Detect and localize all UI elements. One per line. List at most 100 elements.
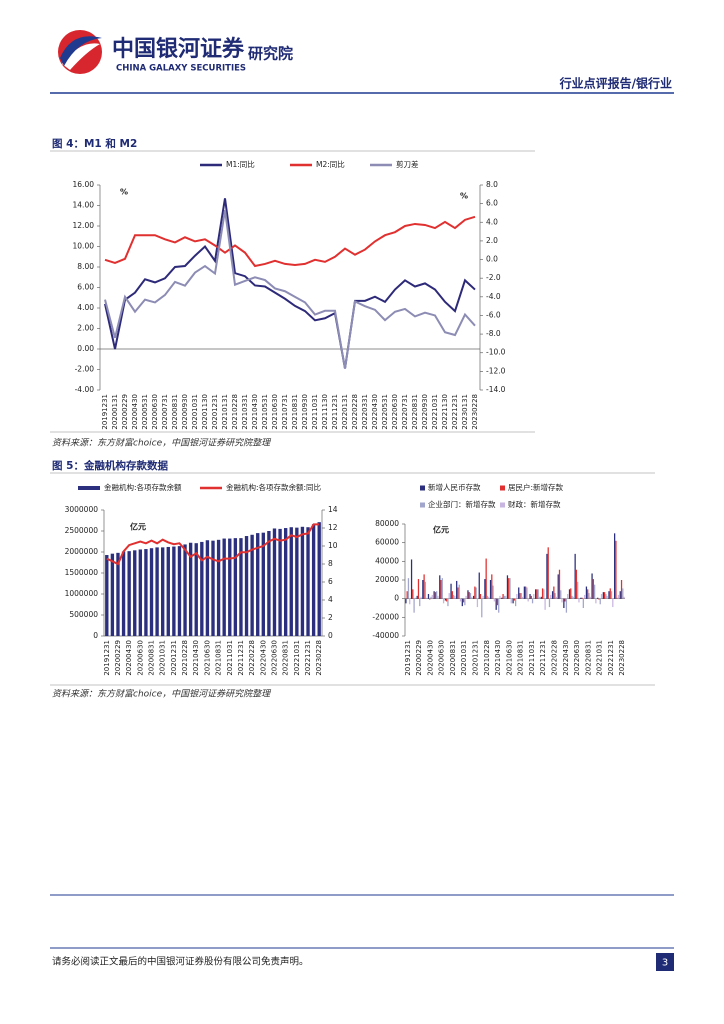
bar (557, 574, 559, 599)
bar (555, 596, 558, 599)
x-tick-label: 20230228 (618, 640, 626, 676)
x-tick-label: 20221130 (441, 394, 449, 430)
bar (409, 598, 411, 605)
y2-tick-label: -12.0 (486, 366, 506, 375)
legend-label: 企业部门：新增存款 (428, 499, 496, 509)
y-unit: 亿元 (433, 525, 449, 535)
bar (510, 598, 512, 604)
y-tick-label: 0.00 (77, 344, 94, 353)
figure-source: 资料来源：东方财富choice，中国银河证券研究院整理 (52, 689, 272, 700)
bar (499, 595, 501, 599)
bar (623, 596, 625, 599)
bar (289, 527, 293, 636)
legend-label: 居民户:新增存款 (508, 482, 564, 492)
bar (414, 597, 416, 599)
bar (530, 595, 532, 599)
bar (222, 538, 226, 636)
bar (205, 540, 210, 636)
bar (551, 591, 554, 599)
bar (433, 591, 435, 599)
bar (560, 590, 562, 599)
x-tick-label: 20201031 (460, 640, 468, 676)
bar (492, 585, 494, 599)
y2-tick-label: 8 (328, 559, 333, 568)
bar (419, 598, 421, 607)
bar (442, 598, 445, 604)
legend-swatch (500, 502, 505, 508)
y-tick-label: 2500000 (65, 526, 99, 535)
legend-label: 财政：新增存款 (508, 499, 561, 509)
line-series (106, 523, 320, 566)
bar (267, 531, 271, 636)
bar (508, 578, 510, 599)
bar (484, 579, 486, 599)
x-tick-label: 20201031 (191, 394, 199, 430)
x-tick-label: 20210131 (221, 394, 229, 430)
company-name-en: CHINA GALAXY SECURITIES (116, 64, 246, 74)
bar (133, 550, 137, 636)
x-tick-label: 20220831 (584, 640, 592, 676)
bar (194, 543, 198, 636)
bar (577, 581, 579, 599)
bar (461, 598, 463, 607)
bar (521, 596, 524, 599)
bar (502, 594, 504, 599)
x-tick-label: 20210630 (271, 394, 279, 430)
x-tick-label: 20191231 (404, 640, 412, 676)
bar (475, 587, 477, 599)
bar (616, 597, 618, 599)
y-tick-label: 0 (93, 631, 98, 640)
y2-tick-label: 4.0 (486, 217, 498, 226)
bar (561, 598, 563, 603)
bar (529, 594, 531, 599)
bar (430, 596, 432, 599)
bar (439, 575, 441, 599)
y2-tick-label: 8.0 (486, 180, 498, 189)
y-tick-label: 10.00 (73, 242, 95, 251)
bar (462, 598, 465, 603)
x-tick-label: 20220228 (351, 394, 359, 430)
legend-label: 金融机构:各项存款余额 (104, 482, 182, 492)
bar (228, 538, 232, 636)
x-tick-label: 20211031 (528, 640, 536, 676)
bar (600, 594, 603, 599)
line-series (104, 198, 476, 369)
bar (410, 559, 413, 599)
y-tick-label: 2000000 (65, 547, 99, 556)
bar (589, 596, 591, 599)
bar (541, 588, 544, 599)
bar (250, 534, 254, 636)
bar (537, 589, 539, 599)
bar (570, 588, 572, 599)
logo (58, 30, 102, 74)
y2-tick-label: 10 (328, 541, 338, 550)
bar (110, 553, 115, 636)
x-tick-label: 20220228 (550, 640, 558, 676)
bar (496, 598, 499, 606)
x-tick-label: 20220630 (391, 394, 399, 430)
y2-tick-label: 6 (328, 577, 333, 586)
bar (595, 598, 597, 604)
x-tick-label: 20221031 (431, 394, 439, 430)
x-tick-label: 20200630 (136, 640, 144, 676)
bar (619, 591, 621, 599)
y-tick-label: -20000 (372, 612, 399, 621)
y2-tick-label: 0 (328, 631, 333, 640)
bar (538, 596, 541, 599)
x-tick-label: 20191231 (101, 394, 109, 430)
x-tick-label: 20200430 (125, 640, 133, 676)
bar (574, 553, 576, 599)
bar (469, 593, 472, 599)
bar (444, 598, 447, 601)
bar (558, 569, 561, 599)
x-tick-label: 20211130 (321, 394, 329, 430)
x-tick-label: 20210930 (301, 394, 309, 430)
bar (516, 594, 518, 599)
y-tick-label: 80000 (375, 519, 399, 528)
y-tick-label: 60000 (375, 538, 399, 547)
x-tick-label: 20220930 (421, 394, 429, 430)
y-tick-label: 16.00 (73, 180, 95, 189)
bar (468, 592, 470, 599)
bar (239, 538, 243, 636)
